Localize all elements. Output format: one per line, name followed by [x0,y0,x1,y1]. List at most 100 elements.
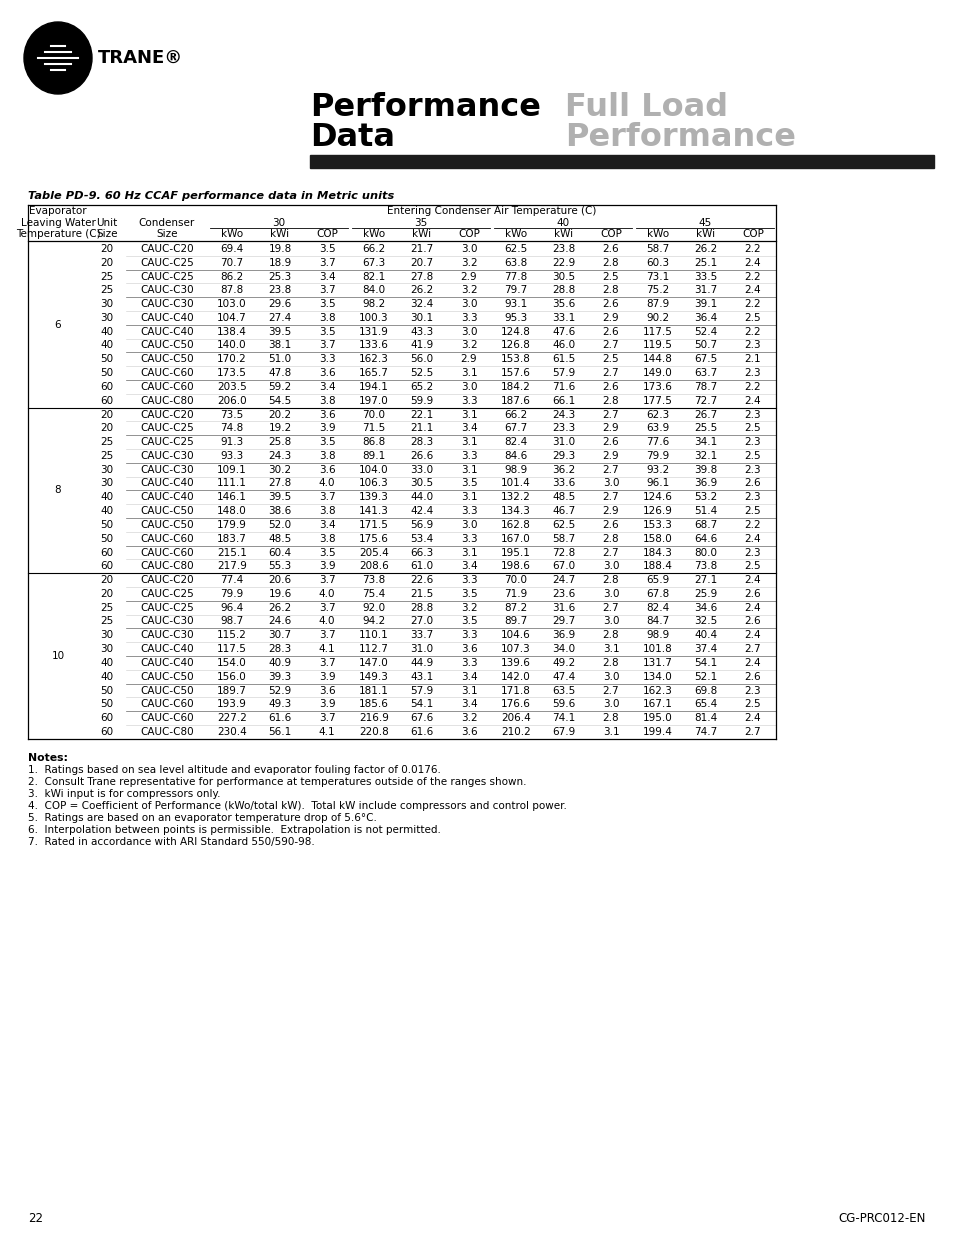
Text: 3.0: 3.0 [602,478,618,489]
Text: 158.0: 158.0 [642,534,672,543]
Text: 3.  kWi input is for compressors only.: 3. kWi input is for compressors only. [28,789,220,799]
Text: 2.7: 2.7 [602,410,618,420]
Text: 3.9: 3.9 [318,561,335,572]
Text: 72.8: 72.8 [552,547,575,557]
Text: 2.7: 2.7 [602,603,618,613]
Text: 28.3: 28.3 [268,645,292,655]
Text: 3.7: 3.7 [318,258,335,268]
Text: 82.4: 82.4 [646,603,669,613]
Text: 20.2: 20.2 [268,410,292,420]
Text: 146.1: 146.1 [217,493,247,503]
Text: 39.3: 39.3 [268,672,292,682]
Text: 153.8: 153.8 [500,354,531,364]
Text: 49.3: 49.3 [268,699,292,709]
Ellipse shape [24,22,91,94]
Text: 189.7: 189.7 [217,685,247,695]
Text: CAUC-C30: CAUC-C30 [140,285,193,295]
Text: 126.8: 126.8 [500,341,531,351]
Text: 28.8: 28.8 [410,603,434,613]
Text: 124.8: 124.8 [500,327,531,337]
Text: 67.6: 67.6 [410,713,434,724]
Text: 2.8: 2.8 [602,534,618,543]
Text: 3.4: 3.4 [460,699,476,709]
Text: 35: 35 [414,217,427,227]
Text: 2.3: 2.3 [744,368,760,378]
Text: 3.4: 3.4 [460,672,476,682]
Text: 20: 20 [100,258,113,268]
Text: CG-PRC012-EN: CG-PRC012-EN [838,1212,925,1224]
Text: 157.6: 157.6 [500,368,531,378]
Text: 43.1: 43.1 [410,672,434,682]
Text: 64.6: 64.6 [694,534,717,543]
Text: 3.8: 3.8 [318,312,335,322]
Text: 110.1: 110.1 [358,630,389,640]
Text: 217.9: 217.9 [217,561,247,572]
Text: Performance: Performance [564,122,795,153]
Text: 206.0: 206.0 [217,395,247,406]
Text: 3.7: 3.7 [318,658,335,668]
Text: 133.6: 133.6 [358,341,389,351]
Text: 30: 30 [100,645,113,655]
Text: 203.5: 203.5 [217,382,247,391]
Text: 33.5: 33.5 [694,272,717,282]
Text: 25: 25 [100,616,113,626]
Text: 3.5: 3.5 [318,243,335,254]
Text: 50: 50 [100,520,113,530]
Text: 107.3: 107.3 [500,645,530,655]
Text: 45: 45 [698,217,711,227]
Text: 87.9: 87.9 [646,299,669,309]
Text: 61.6: 61.6 [410,727,434,737]
Text: 41.9: 41.9 [410,341,434,351]
Text: 65.4: 65.4 [694,699,717,709]
Text: 2.4: 2.4 [744,576,760,585]
Text: 23.3: 23.3 [552,424,575,433]
Text: 32.4: 32.4 [410,299,434,309]
Text: CAUC-C80: CAUC-C80 [140,395,193,406]
Text: 25.8: 25.8 [268,437,292,447]
Text: kWi: kWi [412,228,431,240]
Text: 63.8: 63.8 [504,258,527,268]
Text: 6: 6 [54,320,61,330]
Text: 2.7: 2.7 [744,645,760,655]
Text: 126.9: 126.9 [642,506,672,516]
Text: 21.7: 21.7 [410,243,434,254]
Text: CAUC-C60: CAUC-C60 [140,699,193,709]
Text: 57.9: 57.9 [410,685,434,695]
Text: CAUC-C50: CAUC-C50 [140,354,193,364]
Text: CAUC-C25: CAUC-C25 [140,272,193,282]
Text: 3.0: 3.0 [602,561,618,572]
Text: CAUC-C40: CAUC-C40 [140,327,193,337]
Text: 3.5: 3.5 [460,616,476,626]
Text: CAUC-C60: CAUC-C60 [140,368,193,378]
Text: 2.3: 2.3 [744,410,760,420]
Text: 2.5: 2.5 [744,699,760,709]
Text: 230.4: 230.4 [217,727,247,737]
Text: 23.8: 23.8 [268,285,292,295]
Text: 22.6: 22.6 [410,576,434,585]
Text: 61.5: 61.5 [552,354,575,364]
Text: 2.7: 2.7 [602,368,618,378]
Text: 54.1: 54.1 [410,699,434,709]
Text: Leaving Water: Leaving Water [21,217,95,227]
Text: CAUC-C40: CAUC-C40 [140,478,193,489]
Text: 67.3: 67.3 [362,258,385,268]
Text: 2.6: 2.6 [744,672,760,682]
Text: 79.7: 79.7 [504,285,527,295]
Text: CAUC-C30: CAUC-C30 [140,616,193,626]
Text: 77.4: 77.4 [220,576,243,585]
Text: 26.2: 26.2 [410,285,434,295]
Text: 3.6: 3.6 [318,368,335,378]
Text: 176.6: 176.6 [500,699,531,709]
Text: 7.  Rated in accordance with ARI Standard 550/590-98.: 7. Rated in accordance with ARI Standard… [28,837,314,847]
Text: 2.6: 2.6 [602,299,618,309]
Text: Unit: Unit [96,217,117,227]
Text: 62.5: 62.5 [504,243,527,254]
Text: 63.7: 63.7 [694,368,717,378]
Text: 56.0: 56.0 [410,354,433,364]
Text: 20: 20 [100,589,113,599]
Text: 40: 40 [100,493,113,503]
Text: 47.8: 47.8 [268,368,292,378]
Text: 177.5: 177.5 [642,395,672,406]
Text: 2.2: 2.2 [744,272,760,282]
Text: 2.3: 2.3 [744,547,760,557]
